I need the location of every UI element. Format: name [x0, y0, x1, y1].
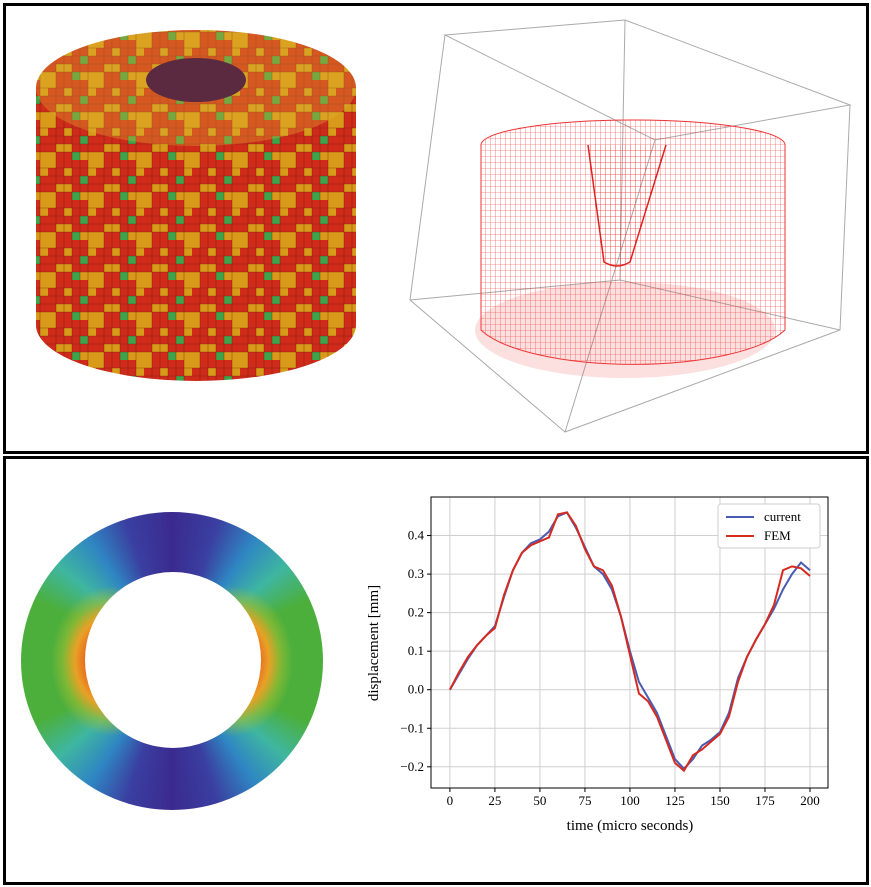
y-tick-label: 0.3 [408, 566, 424, 581]
y-tick-label: −0.1 [400, 720, 424, 735]
x-tick-label: 100 [620, 793, 640, 808]
y-tick-label: 0.4 [408, 528, 425, 543]
x-tick-label: 125 [665, 793, 685, 808]
y-tick-label: 0.0 [408, 682, 424, 697]
y-tick-label: 0.1 [408, 643, 424, 658]
legend-label: FEM [764, 528, 791, 543]
legend-label: current [764, 509, 801, 524]
renders [0, 0, 871, 460]
figure: time (micro seconds) displacement [mm] 0… [0, 0, 871, 887]
x-tick-label: 175 [755, 793, 775, 808]
mesh-bottom [475, 282, 775, 378]
y-axis-label: displacement [mm] [366, 585, 382, 701]
x-tick-label: 150 [710, 793, 730, 808]
x-tick-label: 200 [800, 793, 820, 808]
cylinder-hole [146, 58, 246, 102]
y-tick-label: 0.2 [408, 605, 424, 620]
line-chart: time (micro seconds) displacement [mm] 0… [0, 456, 871, 886]
x-tick-label: 0 [447, 793, 454, 808]
y-tick-label: −0.2 [400, 759, 424, 774]
x-axis-label: time (micro seconds) [567, 818, 694, 834]
x-tick-label: 25 [488, 793, 501, 808]
x-tick-label: 50 [533, 793, 546, 808]
x-tick-label: 75 [578, 793, 591, 808]
